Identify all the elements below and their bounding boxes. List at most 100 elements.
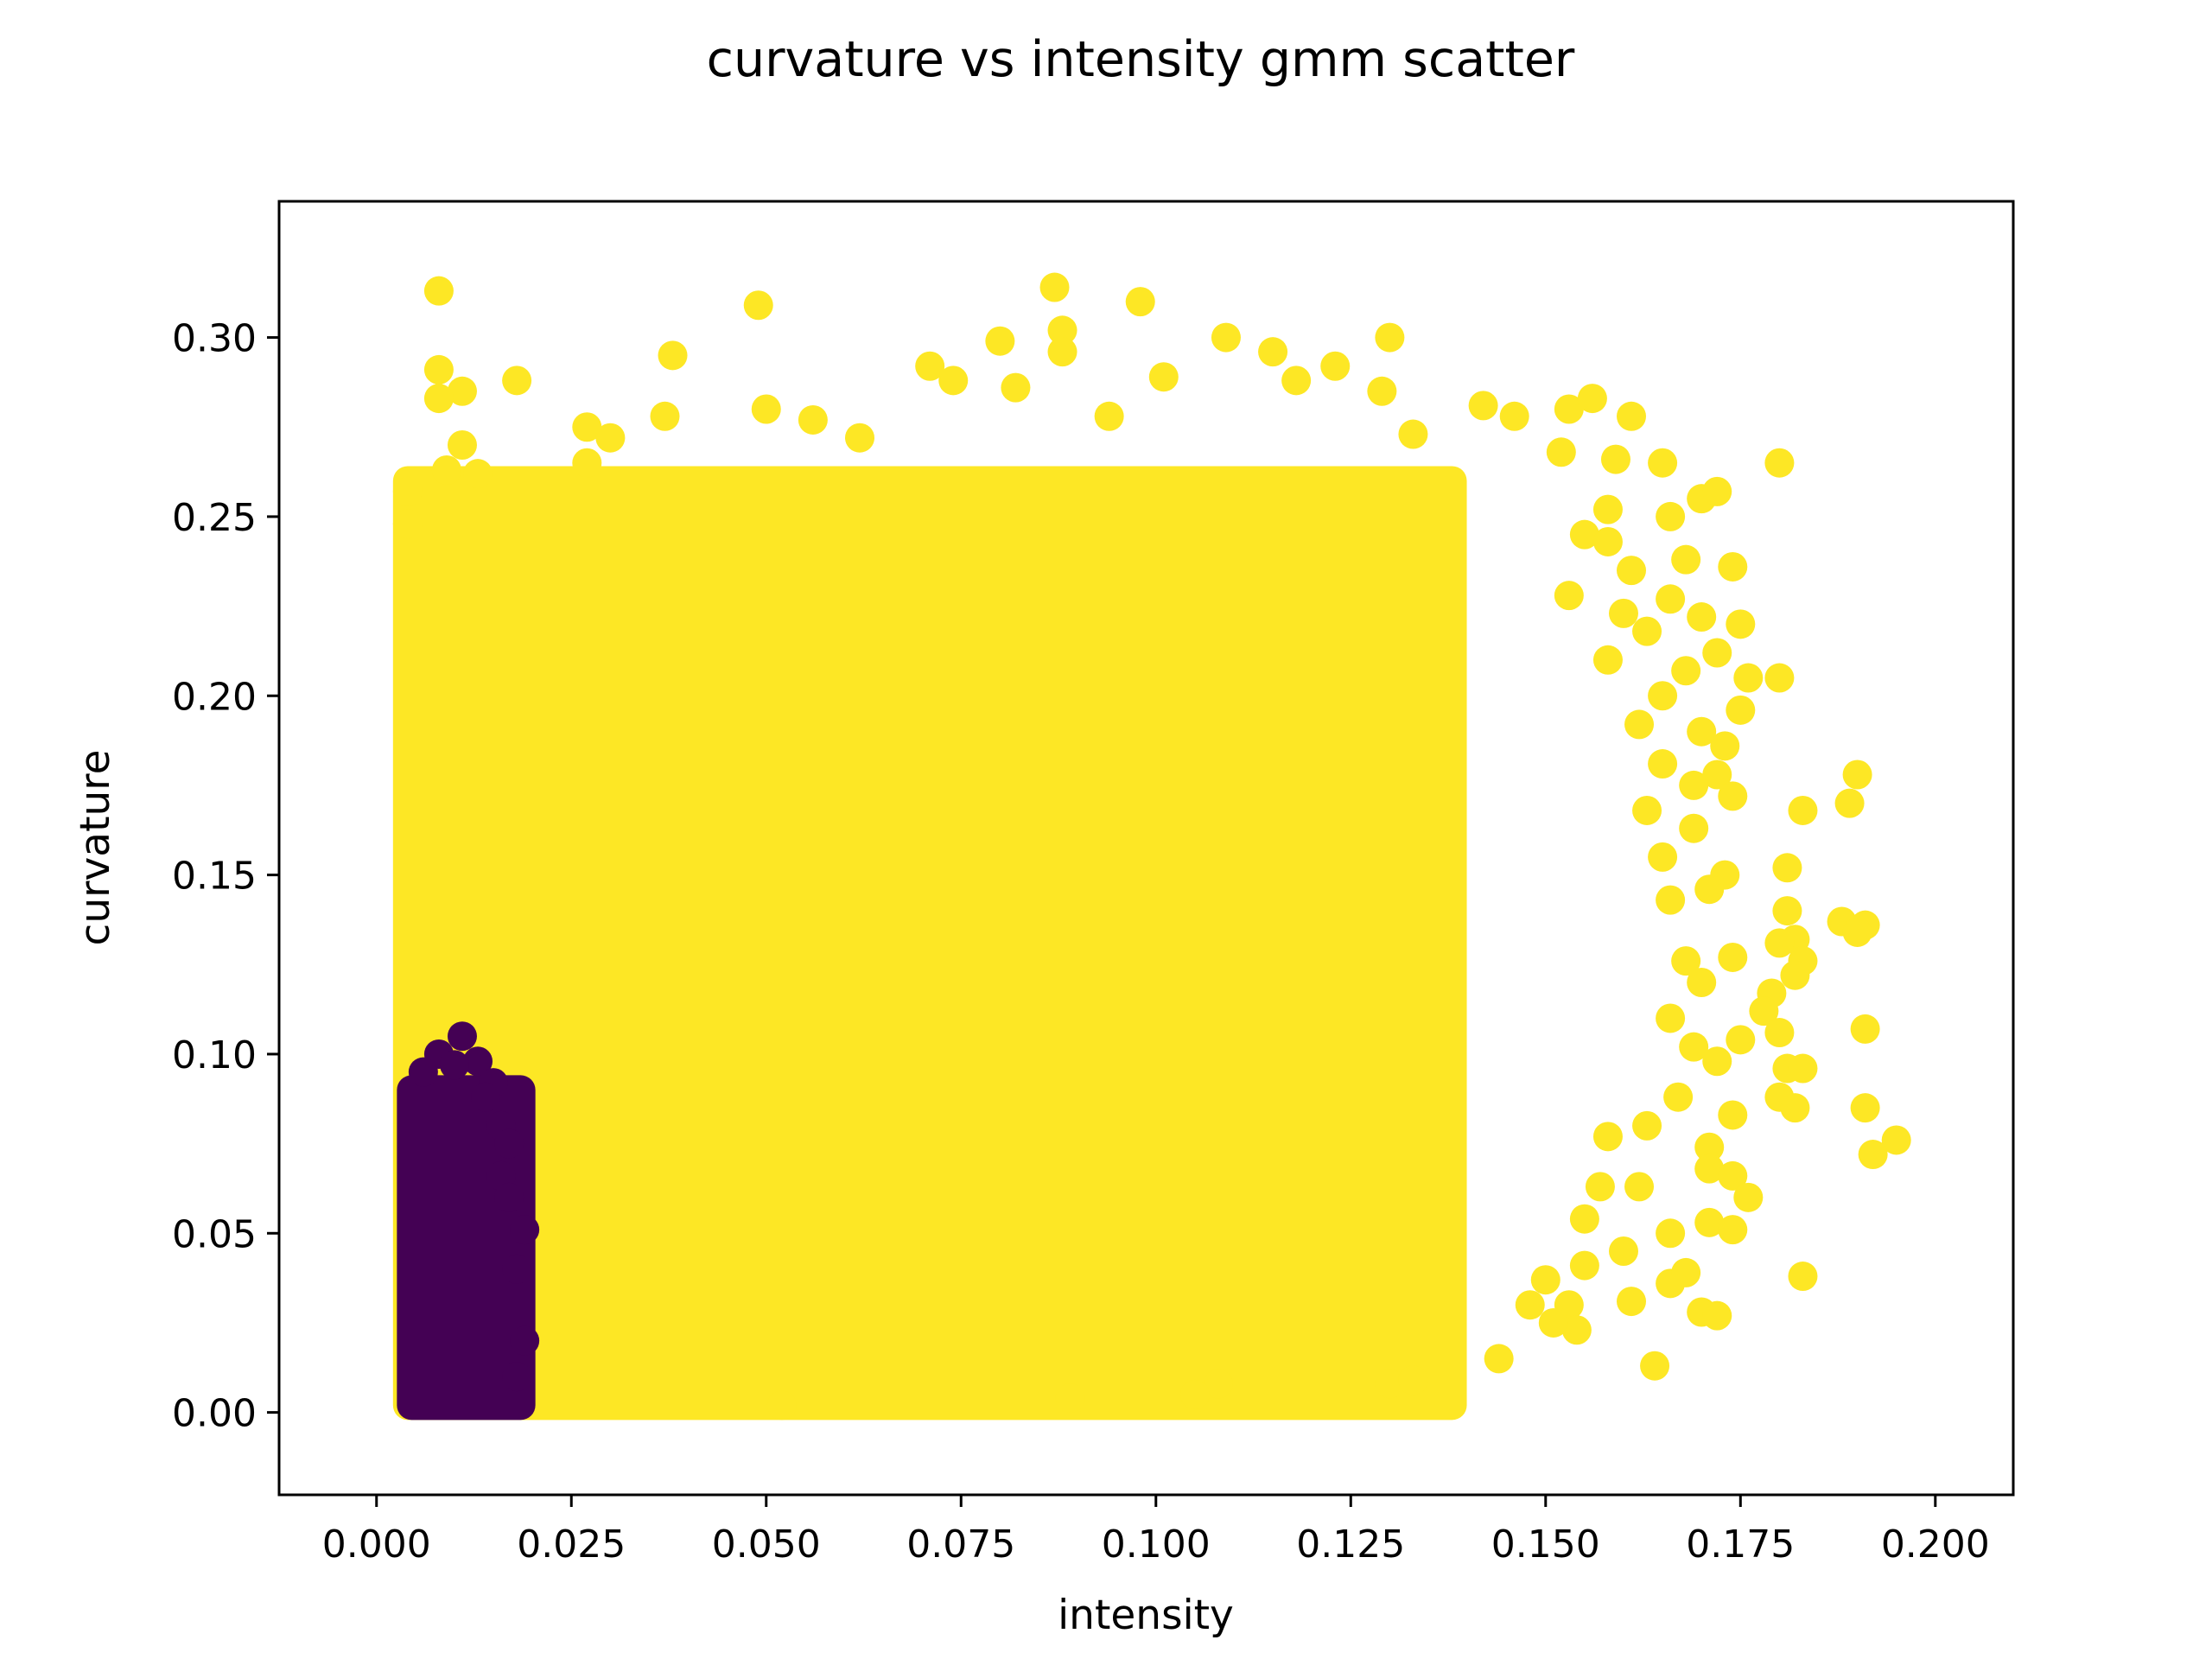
cluster-1-point	[447, 429, 477, 460]
cluster-1-point	[1484, 1344, 1514, 1374]
cluster-1-point	[1656, 885, 1686, 915]
cluster-0-point	[447, 1021, 477, 1052]
cluster-1-point	[1592, 645, 1623, 675]
cluster-1-point	[1281, 365, 1312, 396]
cluster-1-point	[1842, 917, 1872, 947]
cluster-1-point	[650, 401, 680, 431]
cluster-1-point	[1780, 960, 1810, 990]
cluster-1-point	[1858, 1140, 1888, 1170]
cluster-1-point	[1780, 1093, 1810, 1123]
cluster-1-point	[1554, 394, 1584, 424]
cluster-1-point	[915, 351, 945, 381]
plot-frame	[277, 200, 2015, 1497]
cluster-1-point	[1608, 1236, 1638, 1267]
cluster-1-point	[1710, 731, 1740, 761]
cluster-0-point	[494, 1182, 524, 1212]
x-tick-label: 0.075	[906, 1522, 1015, 1567]
x-tick-label: 0.050	[712, 1522, 821, 1567]
y-tick-label: 0.00	[172, 1392, 257, 1436]
cluster-1-point	[658, 340, 688, 371]
cluster-1-point	[1398, 1365, 1428, 1395]
cluster-1-point	[1648, 681, 1678, 711]
cluster-1-point	[1718, 942, 1748, 972]
cluster-1-point	[1632, 616, 1662, 646]
cluster-0-point	[510, 1325, 540, 1356]
y-tick-label: 0.05	[172, 1212, 257, 1256]
cluster-1-dense-region	[392, 466, 1467, 1421]
y-axis: 0.00 0.05 0.10 0.15 0.20 0.25 0.30	[172, 317, 279, 1436]
cluster-1-point	[1624, 1172, 1655, 1202]
cluster-1-point	[431, 455, 461, 486]
x-tick-label: 0.200	[1881, 1522, 1990, 1567]
cluster-1-point	[1592, 1122, 1623, 1152]
x-tick-label: 0.100	[1102, 1522, 1211, 1567]
y-tick-label: 0.30	[172, 317, 257, 361]
y-tick-label: 0.20	[172, 675, 257, 719]
cluster-1-point	[1592, 494, 1623, 524]
cluster-1-point	[1718, 1160, 1748, 1191]
cluster-1-point	[1569, 1250, 1599, 1281]
cluster-1-point	[1718, 781, 1748, 811]
cluster-1-point	[1608, 598, 1638, 628]
cluster-1-point	[447, 376, 477, 406]
x-tick-label: 0.000	[322, 1522, 431, 1567]
cluster-1-point	[1617, 1287, 1647, 1317]
cluster-1-point	[1211, 322, 1241, 353]
cluster-1-point	[1561, 1315, 1592, 1345]
x-tick-label: 0.125	[1296, 1522, 1405, 1567]
cluster-1-point	[1718, 1100, 1748, 1130]
cluster-1-point	[1726, 1025, 1756, 1055]
cluster-1-point	[572, 412, 602, 442]
cluster-1-point	[1648, 448, 1678, 478]
cluster-1-point	[1577, 384, 1607, 414]
cluster-1-point	[1687, 968, 1717, 998]
cluster-1-point	[1764, 448, 1795, 478]
cluster-1-point	[1538, 1307, 1568, 1338]
cluster-1-point	[845, 423, 875, 453]
cluster-1-point	[1702, 760, 1732, 790]
cluster-1-point	[1671, 544, 1701, 575]
cluster-1-point	[1648, 842, 1678, 872]
x-tick-label: 0.150	[1491, 1522, 1600, 1567]
cluster-1-point	[1530, 1265, 1560, 1295]
cluster-1-point	[1617, 556, 1647, 586]
y-axis-label: curvature	[72, 750, 119, 946]
cluster-1-point	[1687, 602, 1717, 632]
cluster-1-point	[1850, 1093, 1880, 1123]
cluster-1-point	[938, 365, 969, 396]
cluster-1-point	[1375, 322, 1405, 353]
cluster-0-point	[494, 1128, 524, 1159]
cluster-1-point	[1258, 337, 1288, 367]
cluster-1-point	[1554, 581, 1584, 611]
cluster-1-point	[1788, 1053, 1818, 1084]
cluster-0-point	[510, 1215, 540, 1245]
cluster-1-point	[1656, 584, 1686, 614]
cluster-1-point	[1375, 1369, 1405, 1399]
cluster-1-point	[1001, 372, 1031, 403]
cluster-1-point	[1585, 1172, 1615, 1202]
cluster-1-point	[1733, 1182, 1764, 1212]
cluster-1-point	[1055, 1383, 1085, 1414]
cluster-1-point	[1702, 1300, 1732, 1331]
cluster-1-point	[1320, 351, 1351, 381]
cluster-1-point	[423, 384, 454, 414]
cluster-1-point	[751, 394, 781, 424]
y-tick-label: 0.25	[172, 496, 257, 540]
cluster-1-point	[1764, 663, 1795, 693]
cluster-1-point	[1788, 1262, 1818, 1292]
cluster-0-point	[502, 1254, 532, 1284]
data-points	[392, 272, 1911, 1421]
cluster-0-point	[471, 1082, 501, 1112]
cluster-1-point	[1726, 695, 1756, 725]
cluster-1-point	[1834, 788, 1865, 818]
cluster-1-point	[1694, 1132, 1725, 1162]
cluster-1-point	[1656, 501, 1686, 531]
cluster-1-point	[502, 365, 532, 396]
x-tick-label: 0.025	[517, 1522, 626, 1567]
cluster-1-point	[1179, 1379, 1210, 1409]
cluster-1-point	[572, 448, 602, 478]
cluster-1-point	[1671, 946, 1701, 976]
cluster-1-point	[1772, 853, 1802, 883]
cluster-1-point	[1569, 519, 1599, 550]
